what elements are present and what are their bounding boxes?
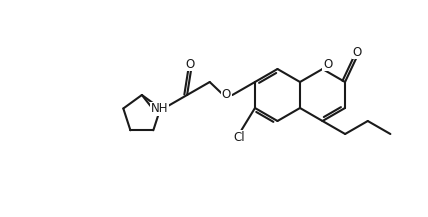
Text: Cl: Cl (234, 131, 245, 144)
Text: O: O (185, 58, 195, 71)
Text: O: O (323, 58, 332, 71)
Text: NH: NH (151, 102, 168, 115)
Text: O: O (353, 46, 362, 59)
Text: O: O (222, 87, 231, 100)
